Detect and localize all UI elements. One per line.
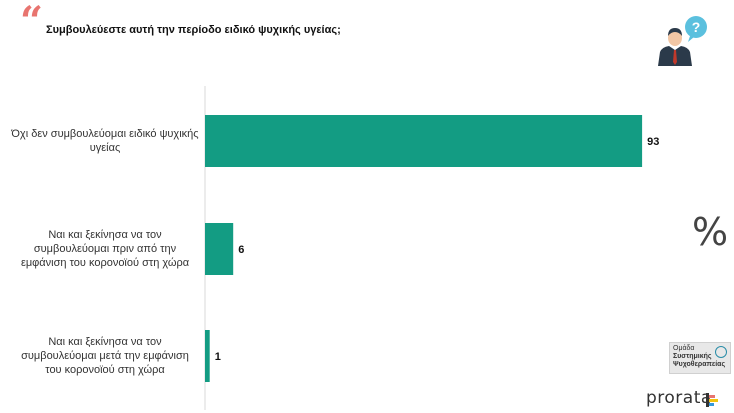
bar-value-label-1: 93 (647, 136, 659, 148)
category-label-line: του κορονοϊού στη χώρα (45, 364, 165, 376)
bar-1 (205, 115, 643, 167)
category-label-line: συμβουλεύομαι μετά την εμφάνιση (21, 350, 189, 362)
category-label-3: Ναι και ξεκίνησα να τον συμβουλεύομαι μετ… (10, 335, 200, 377)
bar-value-label-2: 6 (238, 244, 244, 256)
logo-line-2: Συστημικής (673, 353, 712, 360)
svg-text:?: ? (692, 19, 701, 35)
category-label-1: Όχι δεν συμβουλεύομαι ειδικό ψυχικής υγεί… (10, 127, 200, 155)
category-label-line: εμφάνιση του κορονοϊού στη χώρα (20, 257, 190, 269)
bar-value-label-3: 1 (215, 351, 221, 363)
question-title: Συμβουλεύεστε αυτή την περίοδο ειδικό ψυ… (46, 24, 341, 36)
bar-2 (205, 223, 234, 275)
category-label-line: υγείας (89, 142, 121, 154)
percent-symbol: % (692, 210, 729, 254)
businessman-question-icon: ? (658, 16, 707, 66)
category-label-line: συμβουλεύομαι πριν από την (33, 243, 177, 255)
prorata-bars-icon (706, 393, 718, 407)
category-label-2: Ναι και ξεκίνησα να τον συμβουλεύομαι πρι… (10, 228, 200, 270)
category-label-line: Ναι και ξεκίνησα να τον (48, 336, 162, 348)
logo-circle-icon (715, 346, 727, 358)
quote-mark-icon: “ (20, 0, 44, 45)
bar-3 (205, 330, 210, 382)
category-label-line: Ναι και ξεκίνησα να τον (48, 229, 162, 241)
systemic-therapy-logo: Ομάδα Συστημικής Ψυχοθεραπείας (669, 342, 731, 374)
category-label-line: Όχι δεν συμβουλεύομαι ειδικό ψυχικής (11, 128, 199, 140)
logo-line-1: Ομάδα (673, 345, 695, 352)
logo-line-3: Ψυχοθεραπείας (673, 361, 726, 368)
prorata-brand: prorata (646, 388, 712, 408)
